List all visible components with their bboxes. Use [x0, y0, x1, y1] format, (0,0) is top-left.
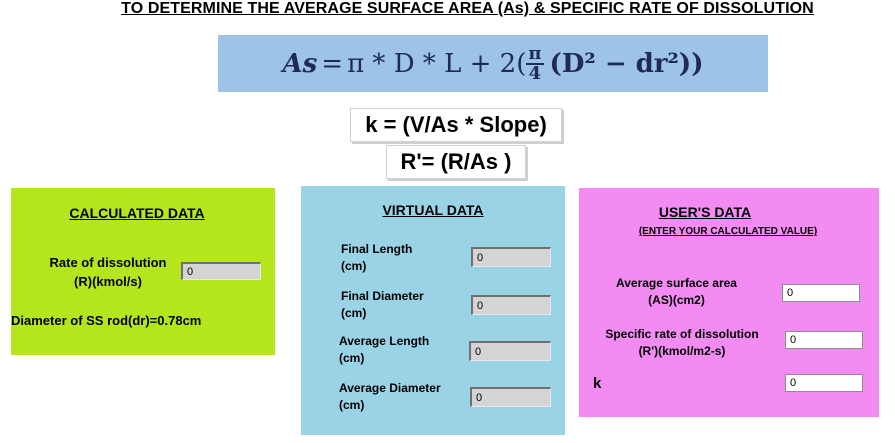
- specific-rate-label: Specific rate of dissolution (R')(kmol/m…: [587, 326, 777, 360]
- average-diameter-label: Average Diameter (cm): [339, 380, 471, 414]
- k-input[interactable]: [785, 374, 863, 392]
- users-data-subtitle: (ENTER YOUR CALCULATED VALUE): [638, 226, 818, 237]
- rate-constant-equation: k = (V/As * Slope): [350, 108, 562, 142]
- rod-diameter-text: Diameter of SS rod(dr)=0.78cm: [11, 313, 202, 328]
- calculated-data-panel: CALCULATED DATA Rate of dissolution (R)(…: [11, 188, 275, 355]
- formula-term2: (D² − dr²)): [549, 48, 704, 79]
- final-length-field[interactable]: [471, 247, 551, 267]
- final-diameter-field[interactable]: [471, 295, 551, 315]
- final-diameter-label: Final Diameter (cm): [341, 288, 471, 322]
- final-length-label: Final Length (cm): [341, 241, 471, 275]
- average-diameter-label-line1: Average Diameter: [339, 381, 441, 395]
- virtual-data-title: VIRTUAL DATA: [382, 202, 484, 218]
- rate-of-dissolution-label: Rate of dissolution (R)(kmol/s): [33, 253, 183, 291]
- k-label: k: [593, 375, 602, 392]
- specific-rate-label-line1: Specific rate of dissolution: [605, 327, 759, 341]
- formula-lhs: As: [282, 48, 318, 79]
- average-surface-area-label: Average surface area (AS)(cm2): [599, 275, 754, 309]
- virtual-data-panel: VIRTUAL DATA Final Length (cm) Final Dia…: [301, 186, 565, 435]
- average-diameter-label-line2: (cm): [339, 398, 365, 412]
- users-data-title: USER'S DATA: [658, 204, 752, 220]
- formula-equals: =: [321, 48, 344, 79]
- final-length-label-line2: (cm): [341, 259, 367, 273]
- average-length-label: Average Length (cm): [339, 333, 471, 367]
- rate-label-line2: (R)(kmol/s): [74, 274, 142, 289]
- final-length-label-line1: Final Length: [341, 242, 413, 256]
- final-diameter-label-line2: (cm): [341, 306, 367, 320]
- formula-term1: π * D * L + 2(: [347, 48, 527, 79]
- average-length-label-line2: (cm): [339, 351, 365, 365]
- rate-of-dissolution-field[interactable]: [181, 262, 261, 280]
- average-length-label-line1: Average Length: [339, 334, 430, 348]
- fraction-numerator: π: [526, 42, 544, 65]
- specific-rate-input[interactable]: [785, 331, 863, 349]
- specific-rate-equation: R'= (R/As ): [386, 145, 526, 179]
- average-diameter-field[interactable]: [470, 387, 551, 407]
- users-data-panel: USER'S DATA (ENTER YOUR CALCULATED VALUE…: [579, 188, 879, 417]
- surface-area-label-line1: Average surface area: [616, 276, 737, 290]
- average-length-field[interactable]: [469, 341, 551, 361]
- surface-area-label-line2: (AS)(cm2): [648, 293, 705, 307]
- rate-label-line1: Rate of dissolution: [49, 255, 167, 270]
- fraction-denominator: 4: [528, 62, 542, 84]
- page-title: TO DETERMINE THE AVERAGE SURFACE AREA (A…: [121, 0, 814, 17]
- final-diameter-label-line1: Final Diameter: [341, 289, 424, 303]
- formula-fraction: π 4: [526, 42, 544, 84]
- specific-rate-label-line2: (R')(kmol/m2-s): [638, 344, 726, 358]
- average-surface-area-input[interactable]: [782, 284, 860, 302]
- surface-area-formula: As = π * D * L + 2( π 4 (D² − dr²)): [218, 35, 768, 92]
- calculated-data-title: CALCULATED DATA: [69, 205, 205, 221]
